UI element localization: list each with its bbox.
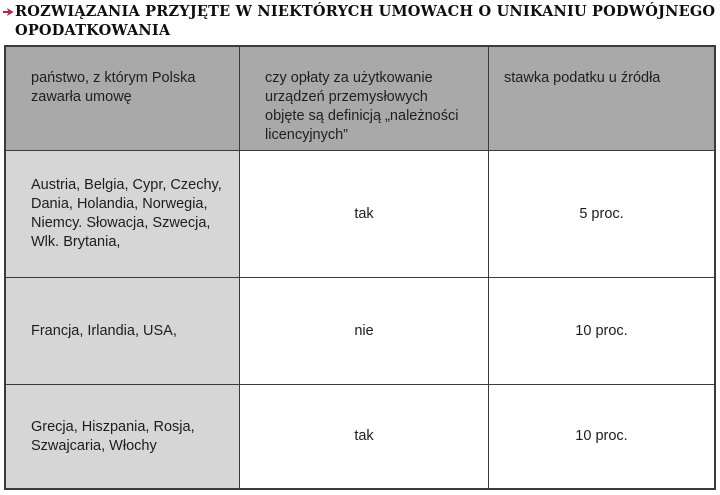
column-header-rate: stawka podatku u źródła [489,47,714,151]
article-title: ROZWIĄZANIA PRZYJĘTE W NIEKTÓRYCH UMOWAC… [3,3,715,40]
table-row-1-countries: Austria, Belgia, Cypr, Czechy, Dania, Ho… [6,151,240,278]
table-row-2-covered: nie [240,278,489,385]
table-row-3-countries: Grecja, Hiszpania, Rosja, Szwajcaria, Wł… [6,385,240,488]
column-header-definition: czy opłaty za użytkowanie urządzeń przem… [240,47,489,151]
page-title: ROZWIĄZANIA PRZYJĘTE W NIEKTÓRYCH UMOWAC… [15,3,715,40]
table-row-2-rate: 10 proc. [489,278,714,385]
table-row-1-rate: 5 proc. [489,151,714,278]
column-header-country: państwo, z którym Polska zawarła umowę [6,47,240,151]
table-row-3-rate: 10 proc. [489,385,714,488]
tax-treaty-table: państwo, z którym Polska zawarła umowę c… [4,45,716,490]
title-line-2: OPODATKOWANIA [15,21,171,39]
title-line-1: ROZWIĄZANIA PRZYJĘTE W NIEKTÓRYCH UMOWAC… [15,3,716,20]
red-right-arrow-icon [3,7,14,17]
table-row-3-covered: tak [240,385,489,488]
table-row-2-countries: Francja, Irlandia, USA, [6,278,240,385]
table-row-1-covered: tak [240,151,489,278]
